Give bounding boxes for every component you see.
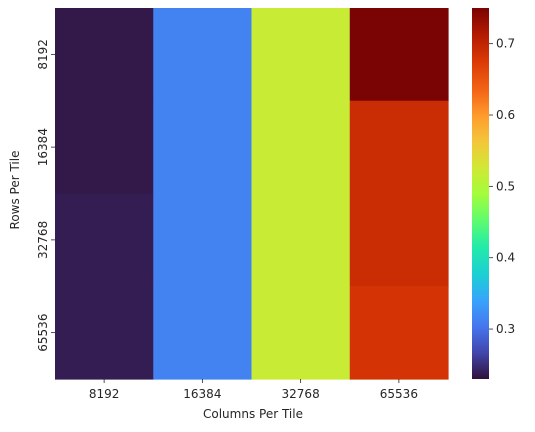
- heatmap-cell: [251, 286, 351, 380]
- y-tick-label: 32768: [36, 221, 50, 259]
- heatmap-cell: [55, 8, 154, 102]
- colorbar-tick-label: 0.3: [496, 322, 515, 336]
- heatmap-cell: [55, 286, 154, 380]
- y-tick-label: 16384: [36, 128, 50, 166]
- x-tick-label: 8192: [89, 387, 120, 401]
- heatmap-cell: [251, 100, 351, 195]
- heatmap-cell: [153, 193, 253, 287]
- heatmap-cell: [251, 193, 351, 287]
- colorbar-tick-label: 0.6: [496, 108, 515, 122]
- y-tick-label: 8192: [36, 39, 50, 70]
- heatmap-cell: [55, 193, 154, 287]
- heatmap-cell: [55, 100, 154, 195]
- x-tick-label: 16384: [183, 387, 221, 401]
- colorbar-tick-label: 0.5: [496, 179, 515, 193]
- heatmap-cell: [153, 286, 253, 380]
- heatmap-cell: [251, 8, 351, 102]
- heatmap-cell: [153, 100, 253, 195]
- colorbar-tick-label: 0.7: [496, 37, 515, 51]
- y-axis-ticks: 8192 16384 32768 65536: [36, 39, 55, 352]
- y-axis-label: Rows Per Tile: [8, 151, 22, 230]
- heatmap-cell: [349, 100, 449, 195]
- heatmap-cell: [349, 8, 449, 102]
- colorbar-ticks: 0.3 0.4 0.5 0.6 0.7: [489, 37, 515, 336]
- heatmap-cells: [55, 8, 449, 380]
- heatmap-cell: [153, 8, 253, 102]
- heatmap-cell: [349, 286, 449, 380]
- y-tick-label: 65536: [36, 314, 50, 352]
- x-tick-label: 32768: [282, 387, 320, 401]
- colorbar: [472, 8, 489, 379]
- colorbar-tick-label: 0.4: [496, 251, 515, 265]
- heatmap-cell: [349, 193, 449, 287]
- x-axis-label: Columns Per Tile: [203, 407, 303, 421]
- x-tick-label: 65536: [380, 387, 418, 401]
- x-axis-ticks: 8192 16384 32768 65536: [89, 379, 418, 401]
